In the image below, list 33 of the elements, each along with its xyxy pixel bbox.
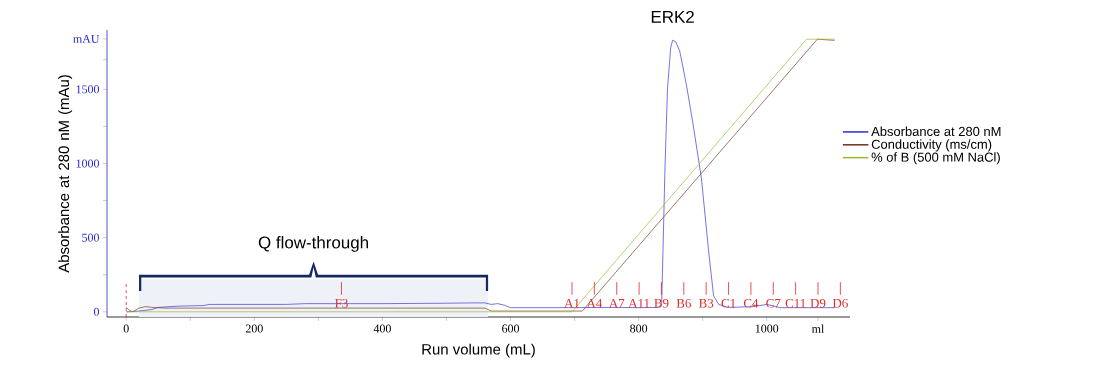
y-tick-label: 1000 (76, 159, 100, 168)
y-tick-label: 1500 (76, 85, 100, 94)
x-tick-label: 800 (630, 324, 648, 333)
x-tick-label: 1000 (755, 324, 779, 333)
x-tick-label: 0 (123, 324, 129, 333)
annotation: B9 (654, 298, 669, 308)
annotation: D9 (810, 298, 826, 308)
annotation: B6 (676, 298, 691, 308)
band-label: Q flow-through (258, 236, 368, 252)
annotation: F3 (335, 298, 348, 308)
annotation: A11 (628, 298, 650, 308)
x-tick-label: ml (811, 324, 825, 333)
annotation: A4 (586, 298, 603, 308)
annotation: D6 (832, 298, 848, 308)
legend-label: Conductivity (ms/cm) (871, 139, 992, 152)
x-tick-label: 400 (373, 324, 391, 333)
annotation: C1 (721, 298, 736, 308)
annotation: C4 (743, 298, 759, 308)
annotation: A1 (564, 298, 580, 308)
legend-label: Absorbance at 280 nM (871, 126, 1001, 136)
x-tick-label: 600 (502, 324, 520, 333)
y-tick-label: mAU (73, 34, 100, 43)
annotation: ERK2 (651, 10, 694, 23)
y-tick-label: 0 (93, 307, 100, 316)
legend-label: % of B (500 mM NaCl) (871, 152, 1000, 165)
annotation: B3 (699, 298, 714, 308)
y-axis-title: Absorbance at 280 nM (mAu) (58, 75, 73, 273)
annotation: C11 (785, 298, 806, 308)
y-tick-label: 500 (82, 233, 100, 242)
annotation: A7 (608, 298, 625, 308)
annotation: C7 (766, 298, 781, 308)
x-tick-label: 200 (245, 324, 263, 333)
x-axis-title: Run volume (mL) (422, 343, 535, 358)
